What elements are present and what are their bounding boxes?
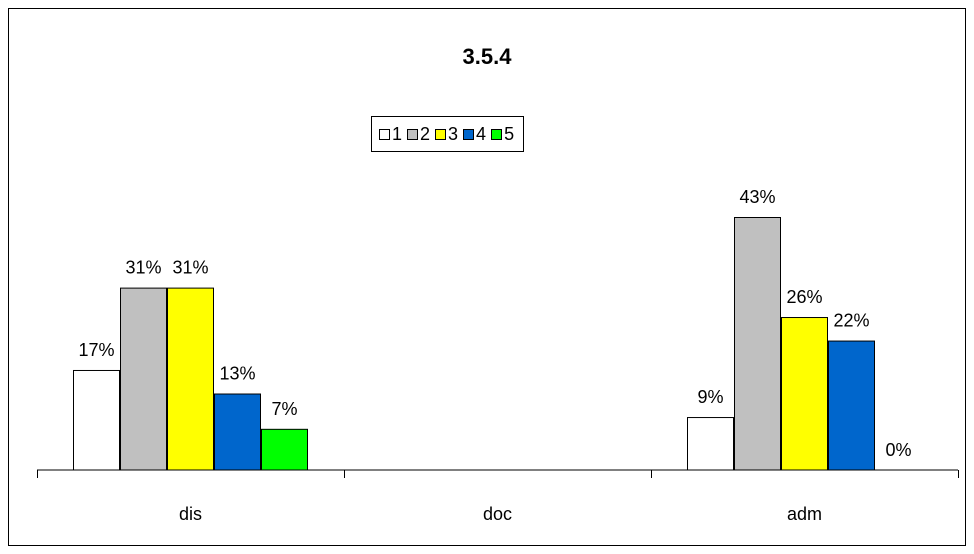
bar-dis-series-3 [167,287,214,471]
legend-swatch-1 [379,128,390,140]
legend-label-1: 1 [392,123,403,144]
legend-label-5: 5 [504,123,515,144]
data-label-dis-series-4: 13% [219,364,255,384]
bar-dis-series-5 [261,428,308,471]
bar-dis-series-2 [120,287,167,471]
legend-item-2: 2 [407,124,430,145]
bar-dis-series-4 [214,393,261,471]
data-label-adm-series-2: 43% [739,187,775,207]
bar-dis-series-1 [73,369,120,471]
x-tick-label-doc: doc [483,504,512,524]
x-tick-label-dis: dis [179,504,202,524]
data-label-dis-series-1: 17% [78,340,114,360]
legend-swatch-5 [491,128,503,140]
data-label-dis-series-2: 31% [125,258,161,278]
data-label-dis-series-3: 31% [172,258,208,278]
legend-item-5: 5 [491,124,514,145]
legend-label-3: 3 [448,123,459,144]
data-label-adm-series-5: 0% [885,440,911,460]
data-label-dis-series-5: 7% [271,399,297,419]
bar-adm-series-2 [734,217,781,471]
bar-adm-series-4 [828,340,875,471]
legend-swatch-2 [407,128,419,140]
legend-item-4: 4 [463,124,486,145]
data-label-adm-series-3: 26% [786,287,822,307]
bar-adm-series-1 [687,417,734,471]
legend-item-1: 1 [379,124,402,145]
x-tick-label-adm: adm [787,504,822,524]
legend-label-2: 2 [420,123,431,144]
legend-swatch-3 [435,128,447,140]
legend-label-4: 4 [476,123,487,144]
data-label-adm-series-1: 9% [697,387,723,407]
chart-title: 3.5.4 [462,44,512,69]
legend-swatch-4 [463,128,475,140]
bar-adm-series-3 [781,317,828,471]
legend-item-3: 3 [435,124,458,145]
data-label-adm-series-4: 22% [833,311,869,331]
